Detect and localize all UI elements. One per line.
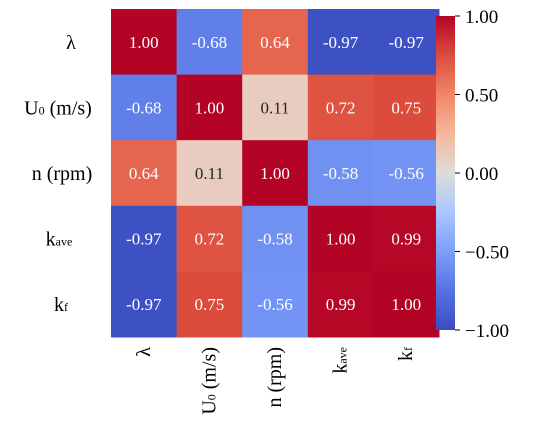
row-label: kave	[46, 229, 73, 251]
row-labels: λ U0 (m/s) n (rpm) kave kf	[24, 32, 92, 316]
cell-value-label: 0.64	[260, 33, 290, 52]
heatmap-cell	[373, 140, 440, 207]
cell-value-label: 0.75	[391, 98, 421, 117]
cell-value-label: 0.72	[326, 98, 356, 117]
heatmap-cell	[242, 205, 309, 272]
heatmap-cell	[111, 271, 178, 338]
cell-value-label: 0.99	[391, 230, 421, 249]
heatmap-cell	[176, 140, 243, 207]
colorbar-tick-label: −1.00	[465, 321, 509, 342]
column-label: kave	[330, 347, 352, 374]
row-label: kf	[54, 294, 68, 316]
cell-value-label: -0.97	[323, 33, 359, 52]
heatmap-cell	[307, 140, 374, 207]
cell-value-label: 0.64	[129, 164, 159, 183]
cell-value-label: 0.99	[326, 295, 356, 314]
heatmap-cell	[111, 205, 178, 272]
heatmap-cell	[307, 271, 374, 338]
heatmap-cell	[176, 9, 243, 76]
cell-value-label: 0.72	[195, 230, 225, 249]
column-label: kf	[395, 347, 417, 361]
cell-value-label: -0.97	[126, 230, 162, 249]
cell-value-label: 1.00	[391, 295, 421, 314]
column-labels: λ U0 (m/s) n (rpm) kave kf	[133, 347, 417, 415]
cell-value-label: -0.97	[126, 295, 162, 314]
cell-value-label: 1.00	[326, 230, 356, 249]
cell-value-label: 0.11	[195, 164, 224, 183]
column-label: λ	[133, 347, 155, 357]
cell-value-label: 1.00	[260, 164, 290, 183]
heatmap-cell	[242, 140, 309, 207]
cell-value-label: -0.68	[126, 98, 161, 117]
heatmap-cell	[373, 74, 440, 141]
cell-value-label: -0.56	[388, 164, 423, 183]
heatmap-cell	[373, 271, 440, 338]
cell-value-label: -0.56	[257, 295, 292, 314]
heatmap-cell	[242, 74, 309, 141]
heatmap-cell	[111, 74, 178, 141]
heatmap-cell	[242, 271, 309, 338]
heatmap-cell	[242, 9, 309, 76]
cell-value-label: 1.00	[129, 33, 159, 52]
cell-value-label: -0.58	[323, 164, 358, 183]
heatmap-cell	[307, 74, 374, 141]
column-label: n (rpm)	[264, 347, 286, 408]
colorbar-tick-label: 0.50	[465, 86, 498, 107]
cell-value-label: -0.97	[388, 33, 424, 52]
heatmap-cell	[111, 9, 178, 76]
colorbar-tick-label: 0.00	[465, 164, 498, 185]
heatmap-cells	[111, 9, 440, 338]
cell-value-label: 1.00	[195, 98, 225, 117]
heatmap-cell	[373, 205, 440, 272]
cell-value-label: -0.68	[192, 33, 227, 52]
heatmap-cell	[111, 140, 178, 207]
cell-value-label: 0.75	[195, 295, 225, 314]
cell-value-label: 0.11	[260, 98, 289, 117]
colorbar-ticks: 1.00 0.50 0.00 −0.50 −1.00	[455, 7, 509, 342]
row-label: λ	[66, 32, 76, 54]
heatmap-cell	[176, 74, 243, 141]
heatmap-cell	[307, 9, 374, 76]
column-label: U0 (m/s)	[198, 347, 220, 415]
heatmap-cell	[373, 9, 440, 76]
heatmap-cell	[307, 205, 374, 272]
colorbar-tick-label: 1.00	[465, 7, 498, 28]
colorbar	[436, 16, 455, 330]
heatmap-cell	[176, 205, 243, 272]
heatmap-cell-labels: 1.00 -0.68 0.64 -0.97 -0.97 -0.68 1.00 0.11 0.72…	[126, 33, 424, 314]
row-label: n (rpm)	[32, 163, 93, 185]
heatmap-cell	[176, 271, 243, 338]
colorbar-tick-label: −0.50	[465, 243, 509, 264]
cell-value-label: -0.58	[257, 230, 292, 249]
row-label: U0 (m/s)	[24, 97, 92, 119]
